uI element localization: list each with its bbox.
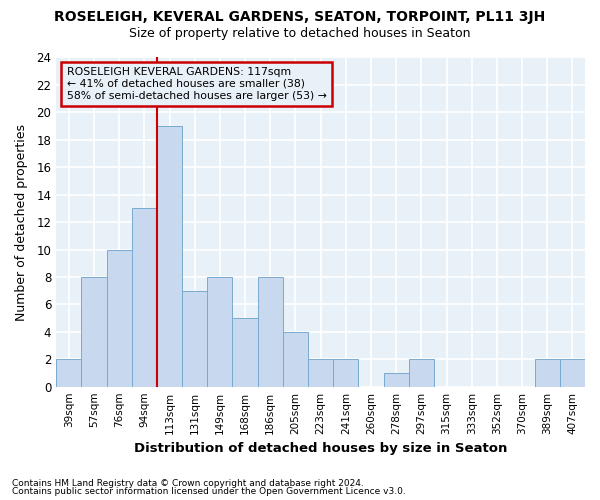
Bar [257, 277, 283, 386]
Bar [107, 250, 132, 386]
Bar [283, 332, 308, 386]
Text: Size of property relative to detached houses in Seaton: Size of property relative to detached ho… [129, 28, 471, 40]
Bar [82, 277, 107, 386]
Bar [56, 359, 82, 386]
Bar [560, 359, 585, 386]
Bar [333, 359, 358, 386]
Text: Contains HM Land Registry data © Crown copyright and database right 2024.: Contains HM Land Registry data © Crown c… [12, 478, 364, 488]
Bar [182, 290, 207, 386]
Bar [232, 318, 257, 386]
Bar [535, 359, 560, 386]
X-axis label: Distribution of detached houses by size in Seaton: Distribution of detached houses by size … [134, 442, 507, 455]
Bar [207, 277, 232, 386]
Y-axis label: Number of detached properties: Number of detached properties [15, 124, 28, 320]
Bar [383, 373, 409, 386]
Bar [409, 359, 434, 386]
Bar [157, 126, 182, 386]
Text: Contains public sector information licensed under the Open Government Licence v3: Contains public sector information licen… [12, 487, 406, 496]
Bar [132, 208, 157, 386]
Bar [308, 359, 333, 386]
Text: ROSELEIGH KEVERAL GARDENS: 117sqm
← 41% of detached houses are smaller (38)
58% : ROSELEIGH KEVERAL GARDENS: 117sqm ← 41% … [67, 68, 326, 100]
Text: ROSELEIGH, KEVERAL GARDENS, SEATON, TORPOINT, PL11 3JH: ROSELEIGH, KEVERAL GARDENS, SEATON, TORP… [55, 10, 545, 24]
